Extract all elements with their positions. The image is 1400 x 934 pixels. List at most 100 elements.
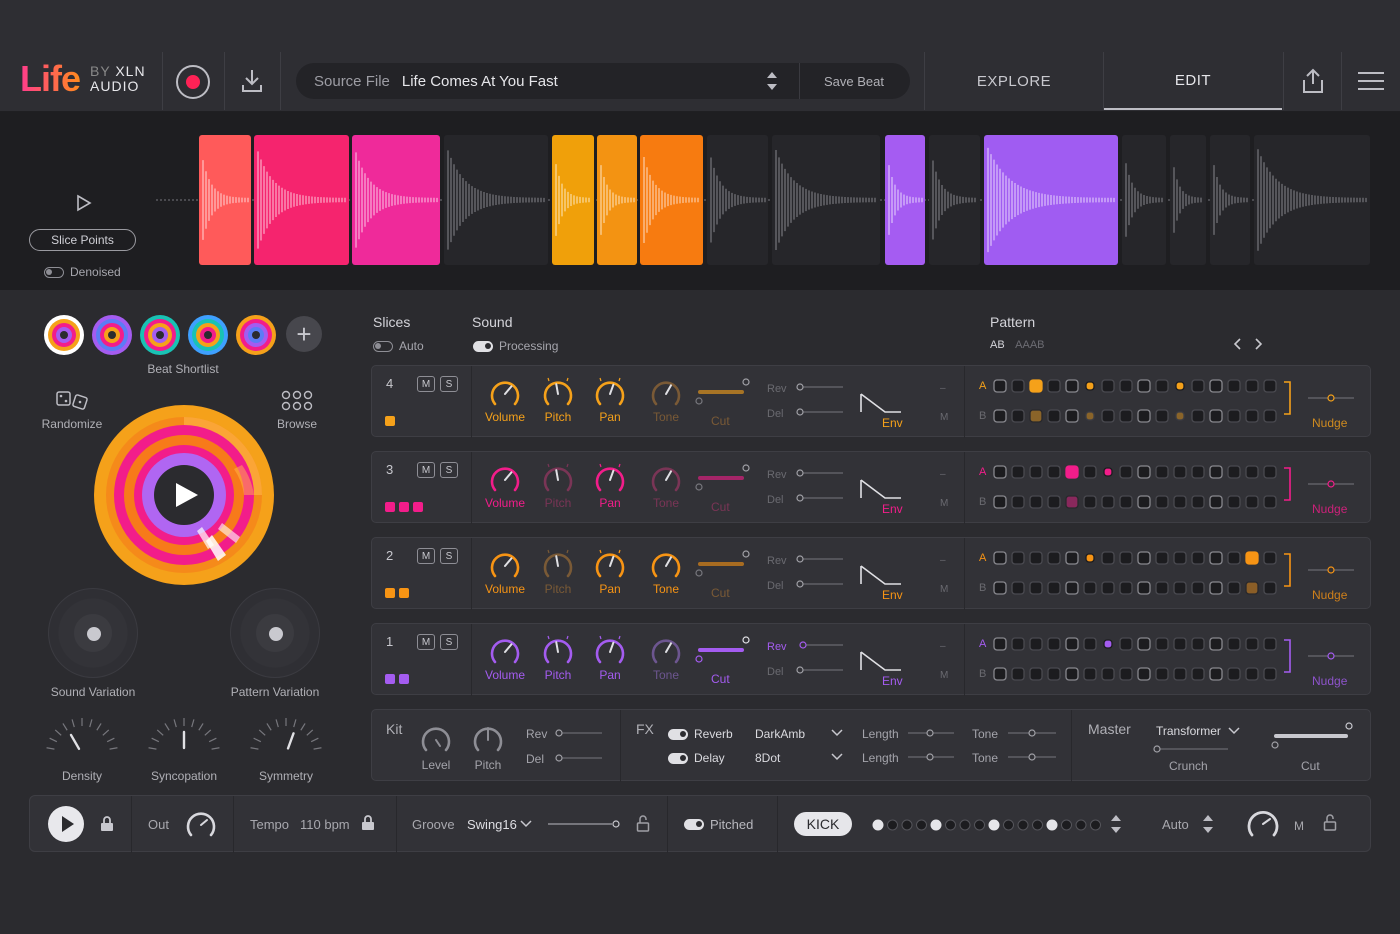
beat-shortlist-item[interactable] <box>236 315 276 355</box>
source-file-value[interactable]: Life Comes At You Fast <box>401 72 558 90</box>
sound-processing-toggle[interactable]: Processing <box>473 339 558 353</box>
beat-shortlist-item[interactable] <box>188 315 228 355</box>
lock-icon[interactable] <box>100 816 114 832</box>
step-cell[interactable] <box>1137 379 1151 393</box>
del-slider[interactable] <box>795 493 845 503</box>
step-cell[interactable] <box>1029 581 1043 595</box>
waveform-slice[interactable] <box>199 135 251 265</box>
step-cell[interactable] <box>1065 667 1079 681</box>
step-cell[interactable] <box>1155 667 1169 681</box>
step-cell[interactable] <box>1263 379 1277 393</box>
step-cell[interactable] <box>1191 667 1205 681</box>
step-cell[interactable] <box>1011 465 1025 479</box>
step-grid[interactable] <box>992 376 1282 426</box>
step-cell[interactable] <box>993 495 1007 509</box>
waveform-slice[interactable] <box>984 135 1118 265</box>
step-cell[interactable] <box>1029 379 1043 393</box>
step-cell[interactable] <box>1263 637 1277 651</box>
rev-slider[interactable] <box>795 554 845 564</box>
waveform-slice[interactable] <box>1170 135 1206 265</box>
step-cell[interactable] <box>1085 553 1095 563</box>
waveform-slice[interactable] <box>1254 135 1370 265</box>
rev-slider[interactable] <box>795 382 845 392</box>
tempo-value[interactable]: 110 bpm <box>300 817 350 832</box>
nudge-slider[interactable] <box>1306 651 1356 661</box>
slice-swatch[interactable] <box>385 588 395 598</box>
crunch-slider[interactable] <box>1152 744 1230 754</box>
master-volume-knob[interactable] <box>1246 807 1280 841</box>
tone-knob-dial[interactable] <box>650 548 682 580</box>
slice-points-button[interactable]: Slice Points <box>29 229 136 251</box>
tone-knob[interactable]: Tone <box>641 376 691 434</box>
step-cell[interactable] <box>1065 409 1079 423</box>
step-cell[interactable] <box>1173 637 1187 651</box>
kick-step[interactable] <box>1032 819 1043 831</box>
pan-knob-dial[interactable] <box>594 376 626 408</box>
reverb-chevron-down-icon[interactable] <box>831 729 843 737</box>
step-grid[interactable] <box>992 462 1282 512</box>
chevron-right-icon[interactable] <box>1254 337 1264 351</box>
step-cell[interactable] <box>1029 667 1043 681</box>
denoised-switch[interactable] <box>44 266 64 278</box>
tone-knob-dial[interactable] <box>650 376 682 408</box>
kick-step[interactable] <box>1090 819 1101 831</box>
kick-step[interactable] <box>901 819 913 831</box>
envelope-shape[interactable] <box>859 476 903 502</box>
waveform-slice[interactable] <box>707 135 768 265</box>
browse-label[interactable]: Browse <box>276 417 317 431</box>
step-grid[interactable] <box>992 634 1282 684</box>
groove-amount-slider[interactable] <box>546 819 622 829</box>
kick-step[interactable] <box>959 819 971 831</box>
denoised-toggle[interactable]: Denoised <box>44 265 121 279</box>
waveform-display[interactable] <box>0 112 1400 290</box>
delay-preset-value[interactable]: 8Dot <box>755 751 781 765</box>
step-cell[interactable] <box>1263 465 1277 479</box>
step-cell[interactable] <box>1263 667 1277 681</box>
step-cell[interactable] <box>1175 381 1185 391</box>
solo-button[interactable]: S <box>440 462 458 478</box>
waveform-slice[interactable] <box>552 135 594 265</box>
step-cell[interactable] <box>1083 581 1097 595</box>
waveform-slice[interactable] <box>352 135 440 265</box>
mute-button[interactable]: M <box>417 462 435 478</box>
dice-icon[interactable] <box>55 389 89 413</box>
step-cell[interactable] <box>1227 637 1241 651</box>
rev-slider[interactable] <box>795 640 845 650</box>
step-cell[interactable] <box>1047 637 1061 651</box>
step-cell[interactable] <box>1245 495 1259 509</box>
step-cell[interactable] <box>1263 495 1277 509</box>
step-cell[interactable] <box>1173 581 1187 595</box>
step-cell[interactable] <box>993 409 1007 423</box>
step-cell[interactable] <box>1065 379 1079 393</box>
reverb-length-slider[interactable] <box>906 728 956 738</box>
tone-knob[interactable]: Tone <box>641 462 691 520</box>
kick-step[interactable] <box>930 819 942 831</box>
nudge-slider[interactable] <box>1306 565 1356 575</box>
record-button[interactable] <box>176 65 210 99</box>
master-mute-label[interactable]: M <box>1294 819 1304 833</box>
volume-knob[interactable]: Volume <box>480 548 530 606</box>
step-cell[interactable] <box>1191 495 1205 509</box>
pitch-knob-dial[interactable] <box>542 548 574 580</box>
step-cell[interactable] <box>1101 379 1115 393</box>
step-cell[interactable] <box>1209 379 1223 393</box>
step-cell[interactable] <box>1065 465 1079 479</box>
step-cell[interactable] <box>1029 495 1043 509</box>
delay-tone-slider[interactable] <box>1006 752 1058 762</box>
step-cell[interactable] <box>1137 409 1151 423</box>
pitch-knob-dial[interactable] <box>542 376 574 408</box>
hamburger-menu-icon[interactable] <box>1358 72 1384 92</box>
cut-slider[interactable] <box>694 546 754 582</box>
step-cell[interactable] <box>1191 409 1205 423</box>
kick-step[interactable] <box>916 819 927 831</box>
step-cell[interactable] <box>993 667 1007 681</box>
beat-shortlist-item[interactable] <box>140 315 180 355</box>
pan-knob[interactable]: Pan <box>585 376 635 434</box>
step-cell[interactable] <box>1011 551 1025 565</box>
step-cell[interactable] <box>1137 581 1151 595</box>
del-slider[interactable] <box>795 579 845 589</box>
volume-knob[interactable]: Volume <box>480 376 530 434</box>
kick-step[interactable] <box>1017 819 1029 831</box>
waveform-slice[interactable] <box>772 135 880 265</box>
pan-knob-dial[interactable] <box>594 462 626 494</box>
